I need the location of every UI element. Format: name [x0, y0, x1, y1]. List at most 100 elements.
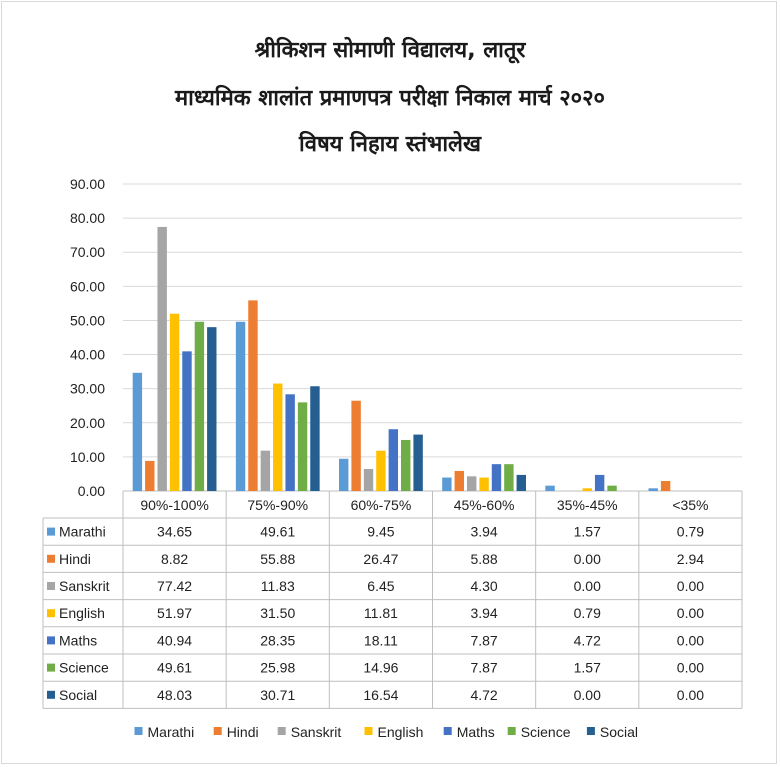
- table-cell-value: 51.97: [157, 605, 192, 621]
- x-category-label: 60%-75%: [351, 497, 412, 513]
- table-cell-value: 1.57: [574, 524, 601, 540]
- table-cell-value: 0.79: [677, 524, 704, 540]
- table-cell-value: 0.79: [574, 605, 601, 621]
- table-series-label: Marathi: [59, 524, 106, 540]
- bar-science-3: [401, 439, 411, 491]
- y-tick-label: 10.00: [70, 449, 105, 465]
- table-cell-value: 7.87: [470, 660, 497, 676]
- table-series-label: Maths: [59, 632, 97, 648]
- bar-hindi-3: [351, 400, 361, 491]
- table-legend-key-hindi: [47, 554, 55, 563]
- legend-key-social: [586, 727, 595, 735]
- table-cell-value: 30.71: [260, 687, 295, 703]
- table-cell-value: 3.94: [470, 605, 497, 621]
- table-cell-value: 18.11: [364, 632, 398, 648]
- table-cell-value: 4.72: [574, 632, 601, 648]
- bar-hindi-1: [145, 460, 155, 491]
- table-cell-value: 16.54: [363, 687, 398, 703]
- bar-english-1: [169, 313, 180, 491]
- table-series-label: Social: [59, 687, 97, 703]
- table-cell-value: 28.35: [260, 632, 295, 648]
- bar-maths-1: [182, 351, 192, 491]
- chart-title-line-3: विषय निहाय स्तंभालेख: [299, 132, 481, 157]
- bar-marathi-5: [545, 485, 555, 491]
- bar-sanskrit-3: [363, 468, 374, 491]
- legend-key-english: [364, 727, 373, 735]
- legend-label: Science: [521, 724, 571, 740]
- table-cell-value: 0.00: [677, 660, 704, 676]
- y-tick-label: 50.00: [70, 312, 105, 328]
- bar-hindi-4: [454, 470, 464, 491]
- bar-marathi-1: [132, 372, 143, 491]
- table-legend-key-marathi: [47, 527, 55, 536]
- table-cell-value: 11.81: [364, 605, 398, 621]
- table-legend-key-social: [47, 690, 55, 699]
- x-category-label: 35%-45%: [557, 497, 618, 513]
- y-tick-label: 40.00: [70, 347, 105, 363]
- bar-english-5: [582, 488, 592, 491]
- bar-social-4: [516, 474, 526, 491]
- table-cell-value: 0.00: [677, 632, 704, 648]
- bar-sanskrit-1: [157, 226, 167, 491]
- table-series-label: English: [59, 605, 105, 621]
- legend-key-hindi: [213, 727, 222, 735]
- bar-hindi-2: [248, 300, 258, 491]
- bar-sanskrit-4: [466, 476, 477, 491]
- y-tick-label: 60.00: [70, 278, 105, 294]
- table-cell-value: 11.83: [261, 578, 295, 594]
- bar-maths-4: [491, 464, 502, 491]
- bar-social-3: [413, 434, 423, 491]
- y-tick-label: 0.00: [78, 483, 105, 499]
- table-legend-key-english: [47, 609, 55, 618]
- legend-key-sanskrit: [277, 727, 286, 735]
- table-cell-value: 77.42: [157, 578, 192, 594]
- table-cell-value: 0.00: [677, 605, 704, 621]
- table-cell-value: 49.61: [260, 524, 295, 540]
- table-cell-value: 4.72: [470, 687, 497, 703]
- bar-science-4: [504, 464, 514, 491]
- y-tick-label: 70.00: [70, 244, 105, 260]
- y-tick-label: 30.00: [70, 381, 105, 397]
- y-tick-label: 20.00: [70, 415, 105, 431]
- legend-key-maths: [443, 727, 452, 735]
- table-cell-value: 26.47: [363, 551, 398, 567]
- table-cell-value: 7.87: [470, 632, 497, 648]
- chart-title-line-1: श्रीकिशन सोमाणी विद्यालय, लातूर: [254, 38, 526, 63]
- bar-english-2: [273, 383, 283, 491]
- bar-marathi-6: [648, 488, 658, 491]
- bar-science-5: [607, 485, 617, 491]
- table-cell-value: 31.50: [260, 605, 295, 621]
- table-cell-value: 2.94: [677, 551, 704, 567]
- table-cell-value: 25.98: [260, 660, 295, 676]
- chart-title-line-2: माध्यमिक शालांत प्रमाणपत्र परीक्षा निकाल…: [175, 86, 605, 111]
- legend-label: English: [378, 724, 424, 740]
- bar-science-1: [194, 321, 205, 491]
- table-cell-value: 3.94: [470, 524, 497, 540]
- table-cell-value: 34.65: [157, 524, 192, 540]
- bar-maths-5: [594, 474, 605, 491]
- x-category-label: 75%-90%: [247, 497, 308, 513]
- table-series-label: Sanskrit: [59, 578, 110, 594]
- table-cell-value: 8.82: [161, 551, 188, 567]
- table-cell-value: 40.94: [157, 632, 192, 648]
- y-tick-label: 90.00: [70, 176, 105, 192]
- table-cell-value: 0.00: [677, 687, 704, 703]
- bar-social-1: [207, 327, 217, 491]
- bar-maths-2: [285, 394, 295, 491]
- bar-marathi-2: [235, 321, 246, 491]
- bar-marathi-3: [339, 458, 349, 491]
- table-cell-value: 14.96: [363, 660, 398, 676]
- table-legend-key-science: [47, 663, 55, 672]
- legend-label: Maths: [457, 724, 495, 740]
- table-cell-value: 49.61: [157, 660, 192, 676]
- table-cell-value: 9.45: [367, 524, 394, 540]
- table-cell-value: 48.03: [157, 687, 192, 703]
- x-category-label: <35%: [672, 497, 708, 513]
- table-series-label: Science: [59, 660, 109, 676]
- bar-sanskrit-2: [260, 450, 271, 491]
- table-legend-key-maths: [47, 636, 55, 645]
- bar-english-4: [479, 477, 489, 491]
- table-cell-value: 0.00: [574, 551, 601, 567]
- table-cell-value: 4.30: [470, 578, 497, 594]
